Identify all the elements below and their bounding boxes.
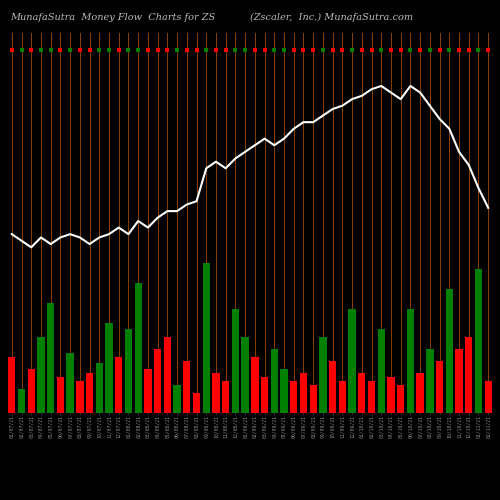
Bar <box>86 372 93 412</box>
Bar <box>416 372 424 412</box>
Text: MunafaSutra  Money Flow  Charts for ZS: MunafaSutra Money Flow Charts for ZS <box>10 12 215 22</box>
Text: (Zscaler,  Inc.) MunafaSutra.com: (Zscaler, Inc.) MunafaSutra.com <box>250 12 413 22</box>
Bar <box>378 328 385 412</box>
Bar <box>484 380 492 412</box>
Bar <box>18 388 25 412</box>
Bar <box>183 360 190 412</box>
Bar <box>320 336 326 412</box>
Bar <box>28 368 35 412</box>
Bar <box>242 336 249 412</box>
Bar <box>106 322 112 412</box>
Bar <box>388 376 394 412</box>
Bar <box>164 336 171 412</box>
Bar <box>338 380 346 412</box>
Bar <box>368 380 375 412</box>
Bar <box>465 336 472 412</box>
Bar <box>290 380 298 412</box>
Bar <box>475 269 482 412</box>
Bar <box>270 348 278 412</box>
Bar <box>397 384 404 412</box>
Bar <box>134 283 142 412</box>
Bar <box>66 352 74 412</box>
Bar <box>358 372 366 412</box>
Bar <box>154 348 162 412</box>
Bar <box>115 356 122 412</box>
Bar <box>456 348 462 412</box>
Bar <box>144 368 152 412</box>
Bar <box>436 360 443 412</box>
Bar <box>446 289 453 412</box>
Bar <box>193 392 200 412</box>
Bar <box>222 380 230 412</box>
Bar <box>125 328 132 412</box>
Bar <box>76 380 84 412</box>
Bar <box>96 362 103 412</box>
Bar <box>407 309 414 412</box>
Bar <box>280 368 287 412</box>
Bar <box>310 384 317 412</box>
Bar <box>261 376 268 412</box>
Bar <box>232 309 239 412</box>
Bar <box>47 303 54 412</box>
Bar <box>329 360 336 412</box>
Bar <box>212 372 220 412</box>
Bar <box>300 372 307 412</box>
Bar <box>202 263 210 412</box>
Bar <box>8 356 16 412</box>
Bar <box>174 384 180 412</box>
Bar <box>38 336 44 412</box>
Bar <box>348 309 356 412</box>
Bar <box>426 348 434 412</box>
Bar <box>57 376 64 412</box>
Bar <box>251 356 258 412</box>
